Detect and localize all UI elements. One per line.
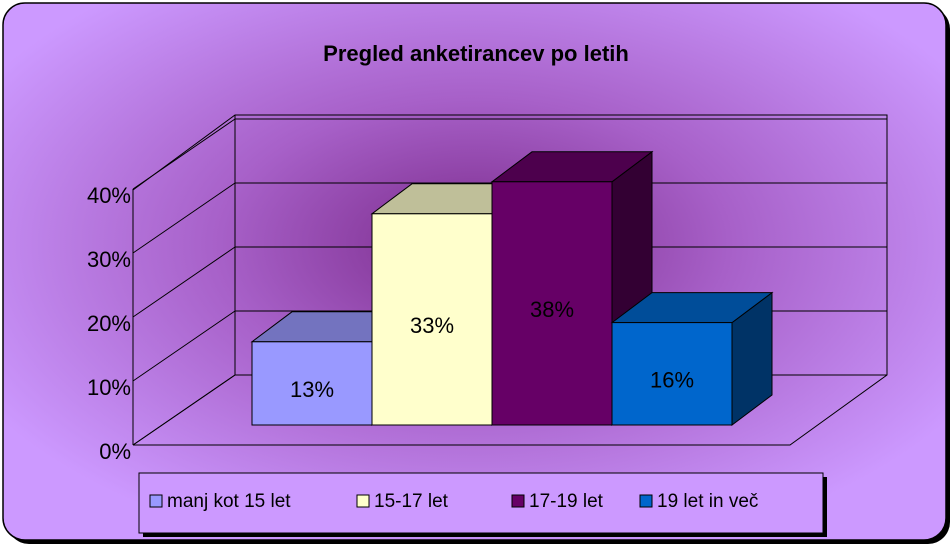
grid-diagonal xyxy=(132,310,236,382)
y-tick-label: 0% xyxy=(99,439,131,464)
grid-diagonal xyxy=(132,246,236,318)
bar xyxy=(251,341,373,426)
grid-diagonal xyxy=(132,374,236,446)
legend-label: 17-19 let xyxy=(529,491,604,512)
bar xyxy=(371,213,493,426)
legend-swatch xyxy=(511,494,525,508)
bar xyxy=(491,181,613,426)
value-label: 16% xyxy=(650,368,694,393)
legend-label: manj kot 15 let xyxy=(167,491,291,512)
value-label: 38% xyxy=(530,297,574,322)
value-label: 33% xyxy=(410,313,454,338)
chart-title: Pregled anketirancev po letih xyxy=(323,41,629,66)
y-tick-label: 20% xyxy=(87,311,131,336)
legend-swatch xyxy=(639,494,653,508)
legend-swatch xyxy=(356,494,370,508)
legend-swatch xyxy=(149,494,163,508)
y-tick-label: 30% xyxy=(87,247,131,272)
y-tick-label: 40% xyxy=(87,183,131,208)
value-label: 13% xyxy=(290,377,334,402)
legend-label: 19 let in več xyxy=(657,491,758,512)
legend xyxy=(138,472,824,534)
wall-outline xyxy=(132,114,888,446)
grid-diagonal xyxy=(132,182,236,254)
legend-label: 15-17 let xyxy=(374,491,449,512)
bar xyxy=(611,322,733,426)
grid-diagonal xyxy=(132,118,236,190)
y-tick-label: 10% xyxy=(87,375,131,400)
